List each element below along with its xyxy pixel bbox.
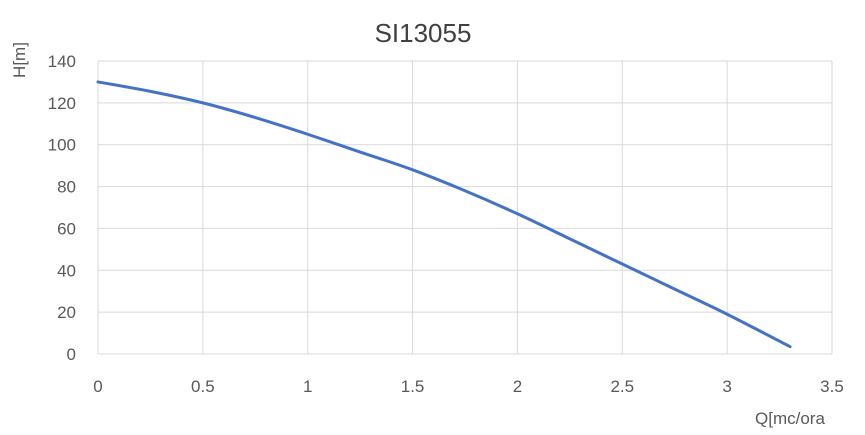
- chart-title: SI13055: [375, 18, 472, 48]
- x-tick-label: 1: [303, 377, 312, 396]
- y-tick-label: 60: [57, 219, 76, 238]
- x-tick-label: 2.5: [610, 377, 634, 396]
- y-tick-label: 40: [57, 261, 76, 280]
- y-tick-label: 0: [67, 345, 76, 364]
- x-tick-label: 2: [513, 377, 522, 396]
- y-tick-label: 140: [48, 52, 76, 71]
- y-tick-label: 100: [48, 136, 76, 155]
- y-tick-label: 20: [57, 303, 76, 322]
- grid-lines: [97, 60, 833, 355]
- x-tick-label: 0: [93, 377, 102, 396]
- x-tick-label: 0.5: [191, 377, 215, 396]
- series-layer: [96, 80, 792, 349]
- x-tick-label: 3.5: [820, 377, 844, 396]
- x-axis-label: Q[mc/ora: [755, 409, 825, 428]
- x-tick-label: 3: [722, 377, 731, 396]
- series-line: [96, 80, 792, 349]
- y-axis-label: H[m]: [10, 42, 29, 78]
- y-tick-label: 120: [48, 94, 76, 113]
- y-tick-label: 80: [57, 178, 76, 197]
- x-tick-label: 1.5: [401, 377, 425, 396]
- tick-labels: 0 20 40 60 80 100 120 140 0 0.5 1 1.5 2 2.5 3 3.5: [48, 52, 844, 396]
